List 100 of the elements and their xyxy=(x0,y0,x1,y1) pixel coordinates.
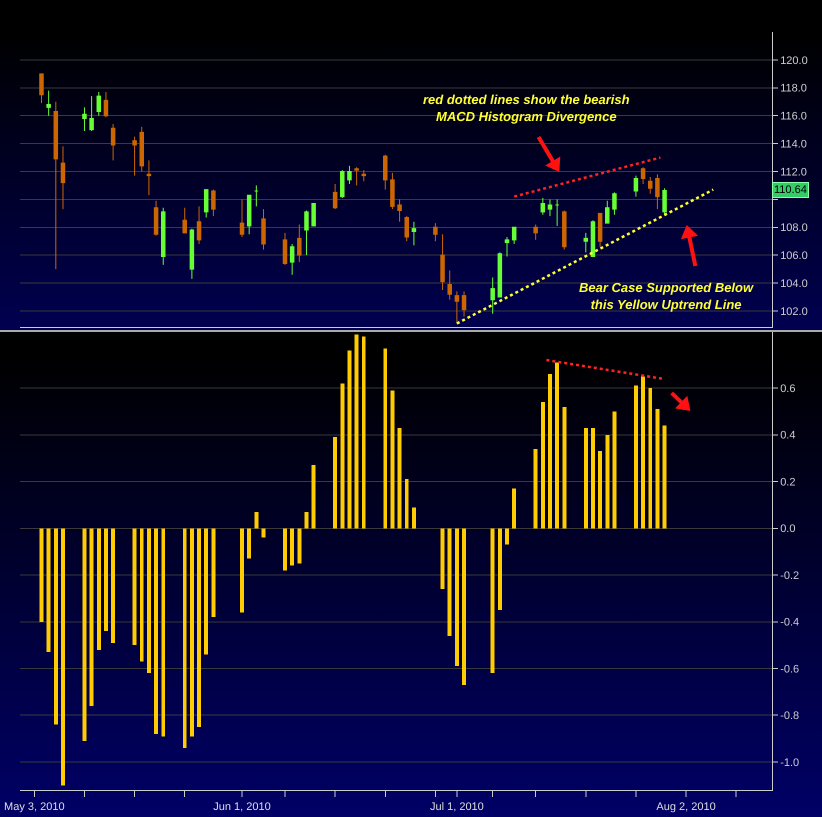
bar xyxy=(505,528,509,545)
candlestick xyxy=(190,228,194,280)
candlestick xyxy=(648,176,652,194)
bar xyxy=(54,528,58,725)
y-tick-label: 0.2 xyxy=(780,476,796,488)
candlestick xyxy=(605,200,610,224)
candlestick xyxy=(584,232,588,253)
bar xyxy=(462,528,466,685)
candlestick xyxy=(96,91,102,116)
candlestick xyxy=(60,146,66,210)
bar xyxy=(96,528,101,650)
bar xyxy=(412,507,416,528)
bar xyxy=(354,334,359,528)
y-tick-label: -0.2 xyxy=(780,570,800,582)
bar xyxy=(40,528,44,622)
bar xyxy=(90,528,94,706)
candlestick xyxy=(104,91,108,118)
bar xyxy=(283,528,287,570)
candlestick xyxy=(612,192,617,216)
candlestick xyxy=(362,170,366,182)
bar xyxy=(490,528,495,674)
y-tick-label: 114.0 xyxy=(780,138,807,150)
y-tick-label: 112.0 xyxy=(780,166,807,178)
bar xyxy=(404,479,409,528)
candlestick xyxy=(89,96,94,132)
candlestick xyxy=(39,73,44,104)
bar xyxy=(590,428,595,528)
y-tick-label: 0.4 xyxy=(780,430,796,442)
bar xyxy=(297,528,302,564)
y-tick-label: 102.0 xyxy=(780,306,808,318)
y-tick-label: 0.0 xyxy=(780,523,796,536)
candlestick xyxy=(454,290,460,324)
y-tick-label: 116.0 xyxy=(780,110,807,123)
bar xyxy=(534,448,538,528)
bar xyxy=(197,528,202,727)
bar xyxy=(254,512,258,528)
bar xyxy=(104,528,108,632)
candlestick xyxy=(397,198,402,222)
bar xyxy=(333,437,338,528)
bar xyxy=(111,528,116,643)
candlestick xyxy=(433,222,438,242)
bar xyxy=(548,374,552,528)
bar xyxy=(154,528,158,734)
candlestick xyxy=(132,136,137,176)
candlestick xyxy=(447,270,452,300)
candlestick xyxy=(140,126,144,172)
bar xyxy=(440,528,445,590)
candlestick xyxy=(512,226,516,245)
candlestick xyxy=(240,198,244,238)
y-tick-label: 0.6 xyxy=(780,382,796,395)
candlestick xyxy=(304,210,309,256)
candlestick xyxy=(533,224,538,240)
candlestick xyxy=(562,210,567,250)
bar xyxy=(190,528,194,736)
bar xyxy=(146,528,151,674)
bar xyxy=(211,528,216,618)
candlestick xyxy=(282,232,288,266)
candlestick xyxy=(383,154,388,190)
x-tick-label: May 3, 2010 xyxy=(4,801,65,814)
bar xyxy=(540,402,545,528)
candlestick xyxy=(462,290,466,318)
bar xyxy=(448,528,452,636)
candlestick xyxy=(347,165,352,185)
bar xyxy=(290,528,294,566)
bar xyxy=(132,528,137,646)
annotation: red dotted lines show the bearish MACD Histogram Divergence xyxy=(423,92,630,124)
candlestick xyxy=(211,189,216,217)
candlestick xyxy=(154,200,158,236)
candlestick xyxy=(634,175,638,198)
candlestick xyxy=(311,203,316,226)
y-tick-label: 104.0 xyxy=(780,278,808,290)
candlestick xyxy=(590,220,596,258)
bar xyxy=(340,383,344,528)
bar xyxy=(312,465,316,528)
bar xyxy=(605,434,610,528)
y-tick-label: -0.4 xyxy=(780,616,800,629)
bar xyxy=(304,512,308,528)
candlestick xyxy=(655,174,660,210)
bar xyxy=(82,528,86,741)
candlestick xyxy=(54,101,58,270)
candlestick xyxy=(46,90,51,116)
x-tick-label: Jul 1, 2010 xyxy=(430,801,484,814)
x-tick-label: Jun 1, 2010 xyxy=(213,801,271,814)
candlestick xyxy=(246,194,252,235)
bar xyxy=(498,528,502,610)
candlestick xyxy=(404,216,409,242)
candlestick xyxy=(440,234,445,291)
annotation: Bear Case Supported Below this Yellow Uptrend Line xyxy=(579,280,754,312)
y-tick-label: 118.0 xyxy=(780,82,807,95)
candlestick xyxy=(412,221,416,246)
candlestick xyxy=(662,188,667,216)
y-tick-label: -0.6 xyxy=(780,663,800,676)
bar xyxy=(662,425,667,528)
candlestick xyxy=(254,184,259,207)
candlestick xyxy=(390,172,395,210)
bar xyxy=(641,376,646,528)
bar xyxy=(584,428,588,528)
candlestick xyxy=(640,166,646,185)
bar xyxy=(46,528,51,652)
y-tick-label: 120.0 xyxy=(780,54,808,67)
